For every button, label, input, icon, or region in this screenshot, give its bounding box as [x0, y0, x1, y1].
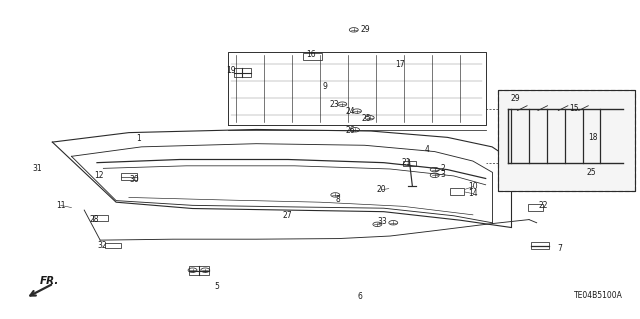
Bar	[93, 215, 108, 221]
Text: 15: 15	[569, 104, 579, 113]
Text: 5: 5	[214, 282, 220, 291]
Bar	[531, 242, 548, 249]
Text: 4: 4	[424, 145, 429, 153]
Bar	[121, 174, 137, 180]
Text: 27: 27	[282, 211, 292, 220]
Bar	[105, 243, 120, 249]
Text: 25: 25	[362, 114, 371, 123]
Text: 8: 8	[335, 195, 340, 204]
Text: 21: 21	[402, 158, 412, 167]
Bar	[303, 53, 322, 60]
Bar	[528, 204, 543, 211]
Text: TE04B5100A: TE04B5100A	[574, 291, 623, 300]
Text: 25: 25	[587, 168, 596, 177]
Text: 14: 14	[468, 189, 477, 198]
Text: 31: 31	[32, 165, 42, 174]
Text: 17: 17	[396, 60, 405, 69]
Text: 22: 22	[538, 201, 548, 210]
Text: 3: 3	[440, 170, 445, 179]
Bar	[499, 90, 636, 191]
Text: 16: 16	[307, 50, 316, 59]
Bar	[403, 161, 415, 166]
Text: 12: 12	[94, 171, 104, 180]
Text: 24: 24	[346, 107, 355, 116]
Text: 28: 28	[90, 215, 99, 224]
Text: FR.: FR.	[40, 276, 59, 286]
Text: 9: 9	[323, 82, 328, 91]
Text: 2: 2	[440, 164, 445, 173]
Text: 29: 29	[360, 25, 370, 34]
Text: 1: 1	[136, 134, 141, 144]
Bar	[189, 266, 209, 275]
Text: 23: 23	[330, 100, 339, 109]
Text: 32: 32	[97, 241, 107, 250]
Text: 20: 20	[376, 185, 386, 194]
Text: 7: 7	[557, 244, 562, 253]
Bar	[450, 188, 464, 195]
Text: 6: 6	[358, 292, 363, 300]
Text: 10: 10	[468, 182, 477, 191]
Text: 11: 11	[56, 201, 65, 210]
Text: 26: 26	[346, 126, 355, 135]
Text: 19: 19	[227, 66, 236, 75]
Bar	[234, 69, 250, 77]
Text: 30: 30	[129, 175, 139, 184]
Text: 18: 18	[588, 133, 598, 143]
Text: 33: 33	[378, 217, 387, 226]
Text: 29: 29	[510, 94, 520, 103]
